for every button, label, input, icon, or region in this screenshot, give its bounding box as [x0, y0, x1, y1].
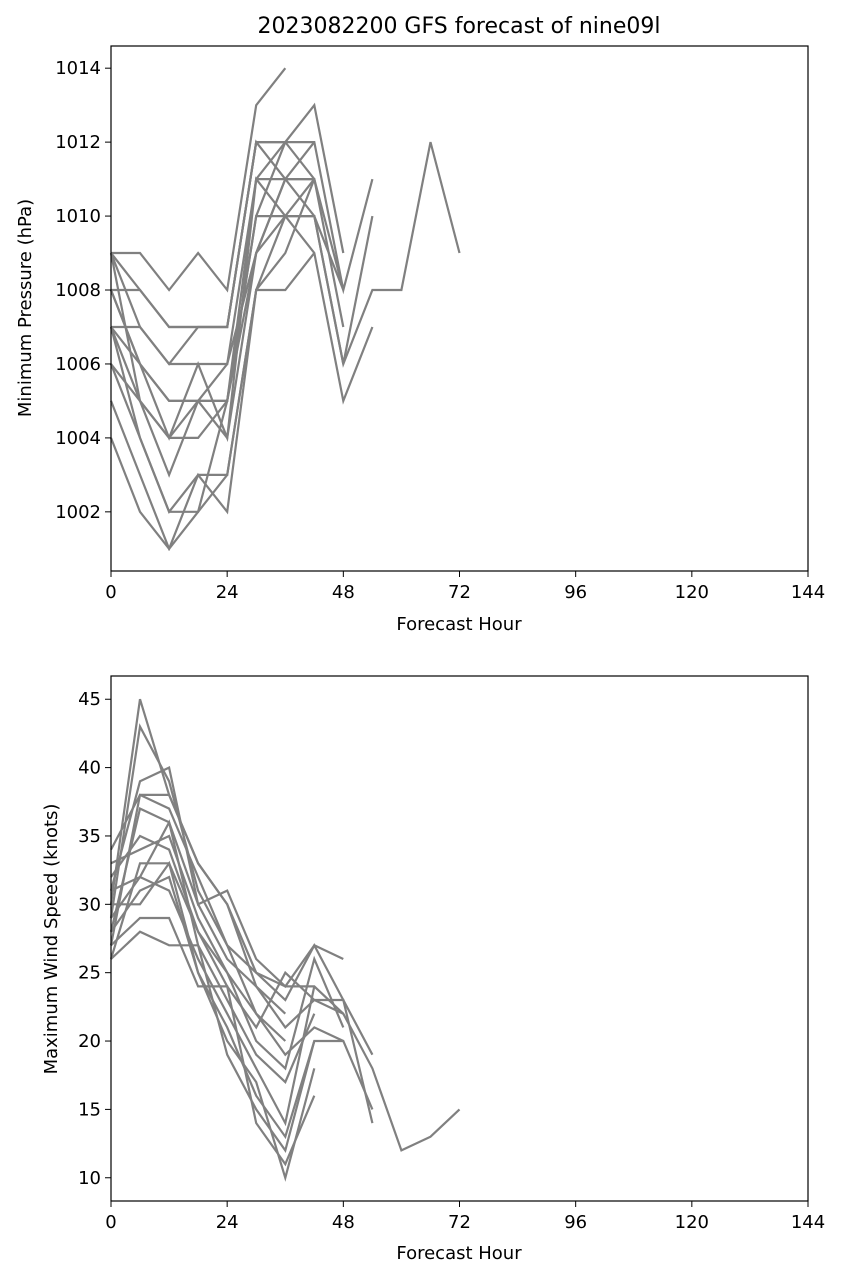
wind-y-tick-label: 30: [78, 894, 101, 915]
wind-series-line-2: [109, 723, 287, 1042]
wind-x-tick-label: 48: [332, 1212, 355, 1233]
pressure-y-tick-label: 1014: [55, 58, 101, 79]
wind-series-line-6: [109, 807, 374, 1124]
pressure-y-tick-label: 1004: [55, 428, 101, 449]
wind-series-line-5: [110, 793, 374, 1056]
wind-series-line-8: [110, 834, 374, 1110]
pressure-x-tick-label: 0: [105, 582, 116, 603]
wind-x-tick-label: 72: [448, 1212, 471, 1233]
wind-series-group: [109, 698, 461, 1182]
wind-y-tick-label: 15: [78, 1099, 101, 1120]
pressure-series-group: [109, 67, 461, 551]
pressure-y-tick-label: 1006: [55, 354, 101, 375]
wind-x-tick-label: 24: [216, 1212, 239, 1233]
wind-y-tick-label: 40: [78, 758, 101, 779]
pressure-y-axis-label: Minimum Pressure (hPa): [15, 199, 36, 417]
wind-x-axis-label: Forecast Hour: [396, 1243, 522, 1264]
wind-y-tick-label: 10: [78, 1168, 101, 1189]
pressure-x-tick-label: 120: [675, 582, 709, 603]
pressure-chart: 0 24 48 72 96 120 144 1002 1004 1006 1008 1010 1012…: [15, 45, 825, 635]
wind-y-tick-label: 35: [78, 826, 101, 847]
pressure-y-ticks: 1002 1004 1006 1008 1010 1012 1014: [55, 58, 111, 523]
wind-x-tick-label: 144: [791, 1212, 825, 1233]
wind-x-ticks: 0 24 48 72 96 120 144: [105, 1201, 825, 1233]
wind-series-line-3: [109, 766, 344, 989]
wind-x-tick-label: 120: [675, 1212, 709, 1233]
pressure-y-tick-label: 1010: [55, 206, 101, 227]
pressure-series-line-3: [111, 141, 345, 329]
wind-series-line-4: [109, 793, 345, 1015]
pressure-series-line-1: [111, 67, 287, 293]
pressure-series-line-15: [109, 141, 287, 513]
pressure-series-line-4: [109, 140, 345, 366]
pressure-series-line-13: [109, 252, 316, 551]
wind-y-tick-label: 20: [78, 1031, 101, 1052]
pressure-y-tick-label: 1012: [55, 132, 101, 153]
wind-series-line-14: [110, 930, 344, 1153]
wind-y-tick-label: 25: [78, 963, 101, 984]
wind-series-line-9: [109, 862, 345, 1071]
pressure-series-line-5: [111, 139, 374, 366]
pressure-x-axis-label: Forecast Hour: [396, 614, 522, 635]
pressure-x-tick-label: 144: [791, 582, 825, 603]
wind-series-line-10: [110, 819, 316, 1084]
pressure-x-tick-label: 96: [564, 582, 587, 603]
pressure-x-tick-label: 48: [332, 582, 355, 603]
pressure-series-line-10: [109, 141, 316, 478]
wind-series-line-15: [110, 875, 316, 1182]
pressure-y-tick-label: 1008: [55, 280, 101, 301]
figure-title: 2023082200 GFS forecast of nine09l: [257, 14, 660, 39]
pressure-x-tick-label: 24: [216, 582, 239, 603]
wind-y-tick-label: 45: [78, 689, 101, 710]
wind-y-axis-label: Maximum Wind Speed (knots): [41, 804, 62, 1075]
wind-series-line-7: [110, 834, 461, 1152]
wind-x-tick-label: 0: [105, 1212, 116, 1233]
pressure-series-line-11: [109, 178, 316, 514]
pressure-series-line-14: [109, 178, 315, 443]
pressure-series-line-6: [109, 178, 374, 402]
pressure-x-ticks: 0 24 48 72 96 120 144: [105, 571, 825, 603]
pressure-axes-frame: [110, 45, 809, 572]
wind-chart: 0 24 48 72 96 120 144 10 15 20 25 30 35 40 45 Forecas…: [41, 675, 825, 1264]
wind-series-line-13: [110, 916, 316, 1167]
wind-y-ticks: 10 15 20 25 30 35 40 45: [78, 689, 111, 1189]
pressure-y-tick-label: 1002: [55, 502, 101, 523]
wind-x-tick-label: 96: [564, 1212, 587, 1233]
pressure-x-tick-label: 72: [448, 582, 471, 603]
